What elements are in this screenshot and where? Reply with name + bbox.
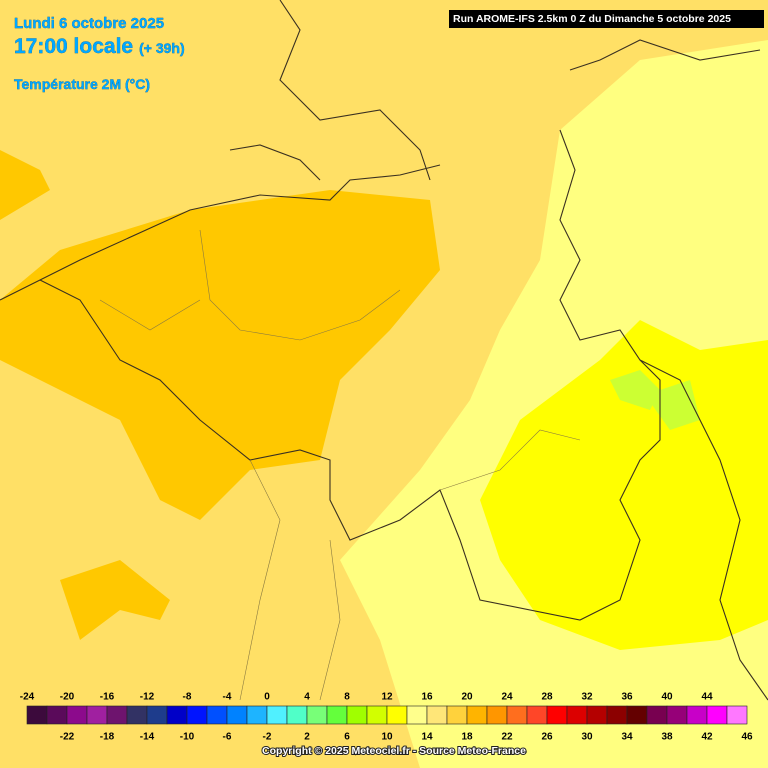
legend-swatch — [306, 705, 328, 725]
legend-swatch — [86, 705, 108, 725]
local-time: 17:00 locale — [14, 35, 133, 58]
legend-label: 4 — [304, 692, 310, 703]
legend-swatch — [326, 705, 348, 725]
legend-swatch — [646, 705, 668, 725]
legend-swatch — [46, 705, 68, 725]
legend-swatch — [726, 705, 748, 725]
legend-swatch — [186, 705, 208, 725]
legend: -24-22-20-18-16-14-12-10-8-6-4-202468101… — [20, 692, 753, 743]
legend-label: 42 — [701, 732, 713, 743]
legend-label: -12 — [140, 692, 155, 703]
legend-swatch — [106, 705, 128, 725]
legend-swatch — [526, 705, 548, 725]
warmer-zone — [480, 320, 768, 650]
forecast-time: 17:00 locale (+ 39h) — [14, 35, 185, 58]
legend-swatch — [666, 705, 688, 725]
legend-label: -22 — [60, 732, 75, 743]
legend-label: 12 — [381, 692, 393, 703]
warmest-patches — [610, 370, 700, 430]
legend-label: 44 — [701, 692, 713, 703]
legend-label: 18 — [461, 732, 473, 743]
legend-label: 26 — [541, 732, 553, 743]
legend-swatch — [386, 705, 408, 725]
legend-swatch — [206, 705, 228, 725]
forecast-date: Lundi 6 octobre 2025 — [14, 15, 164, 32]
legend-swatch — [626, 705, 648, 725]
legend-label: -10 — [180, 732, 195, 743]
legend-label: 14 — [421, 732, 433, 743]
run-info: Run AROME-IFS 2.5km 0 Z du Dimanche 5 oc… — [453, 13, 731, 25]
cool-zone — [0, 190, 440, 520]
legend-swatch — [546, 705, 568, 725]
legend-label: -20 — [60, 692, 75, 703]
legend-label: -8 — [183, 692, 192, 703]
legend-swatch — [146, 705, 168, 725]
region-border — [99, 229, 581, 701]
legend-label: -16 — [100, 692, 115, 703]
legend-label: 16 — [421, 692, 433, 703]
legend-label: -4 — [223, 692, 232, 703]
legend-label: 0 — [264, 692, 270, 703]
legend-swatch — [586, 705, 608, 725]
legend-label: 30 — [581, 732, 593, 743]
legend-swatch — [26, 705, 48, 725]
legend-label: 6 — [344, 732, 350, 743]
lead-time: (+ 39h) — [139, 40, 185, 56]
legend-label: -18 — [100, 732, 115, 743]
legend-label: 22 — [501, 732, 513, 743]
legend-swatch — [706, 705, 728, 725]
cool-patches — [0, 150, 170, 640]
legend-swatch — [446, 705, 468, 725]
legend-swatch — [606, 705, 628, 725]
country-border — [39, 129, 661, 621]
legend-label: 10 — [381, 732, 393, 743]
country-border — [569, 39, 768, 701]
variable-name: Température 2M (°C) — [14, 76, 150, 92]
legend-swatch — [66, 705, 88, 725]
legend-swatch — [406, 705, 428, 725]
legend-label: -24 — [20, 692, 35, 703]
legend-swatch — [266, 705, 288, 725]
coastline — [229, 0, 431, 181]
credit: Copyright © 2025 Meteociel.fr - Source M… — [262, 745, 526, 757]
legend-label: -14 — [140, 732, 155, 743]
legend-swatch — [286, 705, 308, 725]
legend-label: -2 — [263, 732, 272, 743]
legend-label: -6 — [223, 732, 232, 743]
legend-swatch — [686, 705, 708, 725]
legend-label: 34 — [621, 732, 633, 743]
legend-label: 46 — [741, 732, 753, 743]
legend-swatch — [566, 705, 588, 725]
legend-label: 40 — [661, 692, 673, 703]
legend-label: 32 — [581, 692, 593, 703]
legend-swatch — [466, 705, 488, 725]
legend-swatch — [126, 705, 148, 725]
legend-swatch — [226, 705, 248, 725]
legend-label: 2 — [304, 732, 310, 743]
legend-swatch — [486, 705, 508, 725]
legend-swatch — [506, 705, 528, 725]
legend-swatch — [366, 705, 388, 725]
coastline — [0, 164, 441, 301]
legend-label: 8 — [344, 692, 350, 703]
legend-swatch — [346, 705, 368, 725]
legend-label: 20 — [461, 692, 473, 703]
legend-label: 36 — [621, 692, 633, 703]
legend-swatch — [426, 705, 448, 725]
legend-label: 24 — [501, 692, 513, 703]
legend-label: 28 — [541, 692, 553, 703]
legend-label: 38 — [661, 732, 673, 743]
legend-swatch — [246, 705, 268, 725]
legend-swatch — [166, 705, 188, 725]
run-box — [449, 10, 764, 28]
